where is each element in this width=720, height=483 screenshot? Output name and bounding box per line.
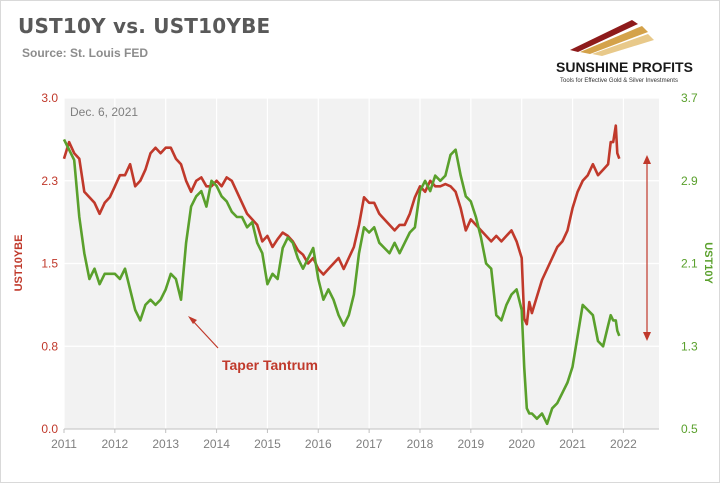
- logo-swoosh-gold: [580, 26, 648, 54]
- left-axis-label: UST10YBE: [13, 235, 25, 292]
- x-tick-label: 2012: [102, 437, 129, 451]
- x-tick-label: 2016: [305, 437, 332, 451]
- x-tick-label: 2017: [356, 437, 383, 451]
- chart-title: UST10Y vs. UST10YBE: [18, 14, 271, 38]
- left-tick-label: 0.0: [41, 422, 58, 436]
- series-lines: [62, 124, 621, 426]
- right-tick-label: 3.7: [681, 91, 698, 105]
- x-tick-label: 2020: [508, 437, 535, 451]
- left-tick-label: 0.8: [41, 339, 58, 353]
- x-tick-label: 2021: [559, 437, 586, 451]
- x-tick-label: 2015: [254, 437, 281, 451]
- chart-source: Source: St. Louis FED: [22, 46, 149, 60]
- series-line-ust10ybe: [62, 124, 621, 326]
- left-tick-label: 3.0: [41, 91, 58, 105]
- range-arrow: [643, 155, 651, 341]
- left-tick-label: 1.5: [41, 257, 58, 271]
- logo-name: SUNSHINE PROFITS: [556, 59, 693, 75]
- x-tick-label: 2011: [51, 437, 77, 451]
- right-axis-label: UST10Y: [702, 242, 714, 284]
- logo-swoosh-dark: [570, 20, 638, 52]
- right-tick-label: 2.1: [681, 257, 698, 271]
- date-label: Dec. 6, 2021: [70, 105, 138, 119]
- grid-lines: [63, 97, 659, 433]
- logo-swoosh-light: [592, 34, 654, 56]
- x-tick-label: 2018: [407, 437, 434, 451]
- series-line-ust10y: [62, 138, 621, 426]
- right-tick-label: 1.3: [681, 339, 698, 353]
- x-tick-label: 2014: [203, 437, 230, 451]
- x-tick-label: 2022: [610, 437, 637, 451]
- logo-tagline: Tools for Effective Gold & Silver Invest…: [560, 78, 678, 84]
- left-axis-ticks: 0.0 0.8 1.5 2.3 3.0: [41, 91, 58, 436]
- x-tick-label: 2013: [152, 437, 179, 451]
- right-tick-label: 2.9: [681, 174, 698, 188]
- taper-tantrum-arrow: [188, 316, 219, 349]
- right-axis-ticks: 0.5 1.3 2.1 2.9 3.7: [681, 91, 698, 436]
- left-tick-label: 2.3: [41, 174, 58, 188]
- right-tick-label: 0.5: [681, 422, 698, 436]
- x-axis-ticks: 2011 2012 2013 2014 2015 2016 2017 2018 2019 2020…: [51, 437, 637, 451]
- x-tick-label: 2019: [457, 437, 484, 451]
- sunshine-profits-logo: SUNSHINE PROFITS Tools for Effective Gol…: [556, 20, 693, 84]
- taper-tantrum-annotation: Taper Tantrum: [222, 357, 318, 373]
